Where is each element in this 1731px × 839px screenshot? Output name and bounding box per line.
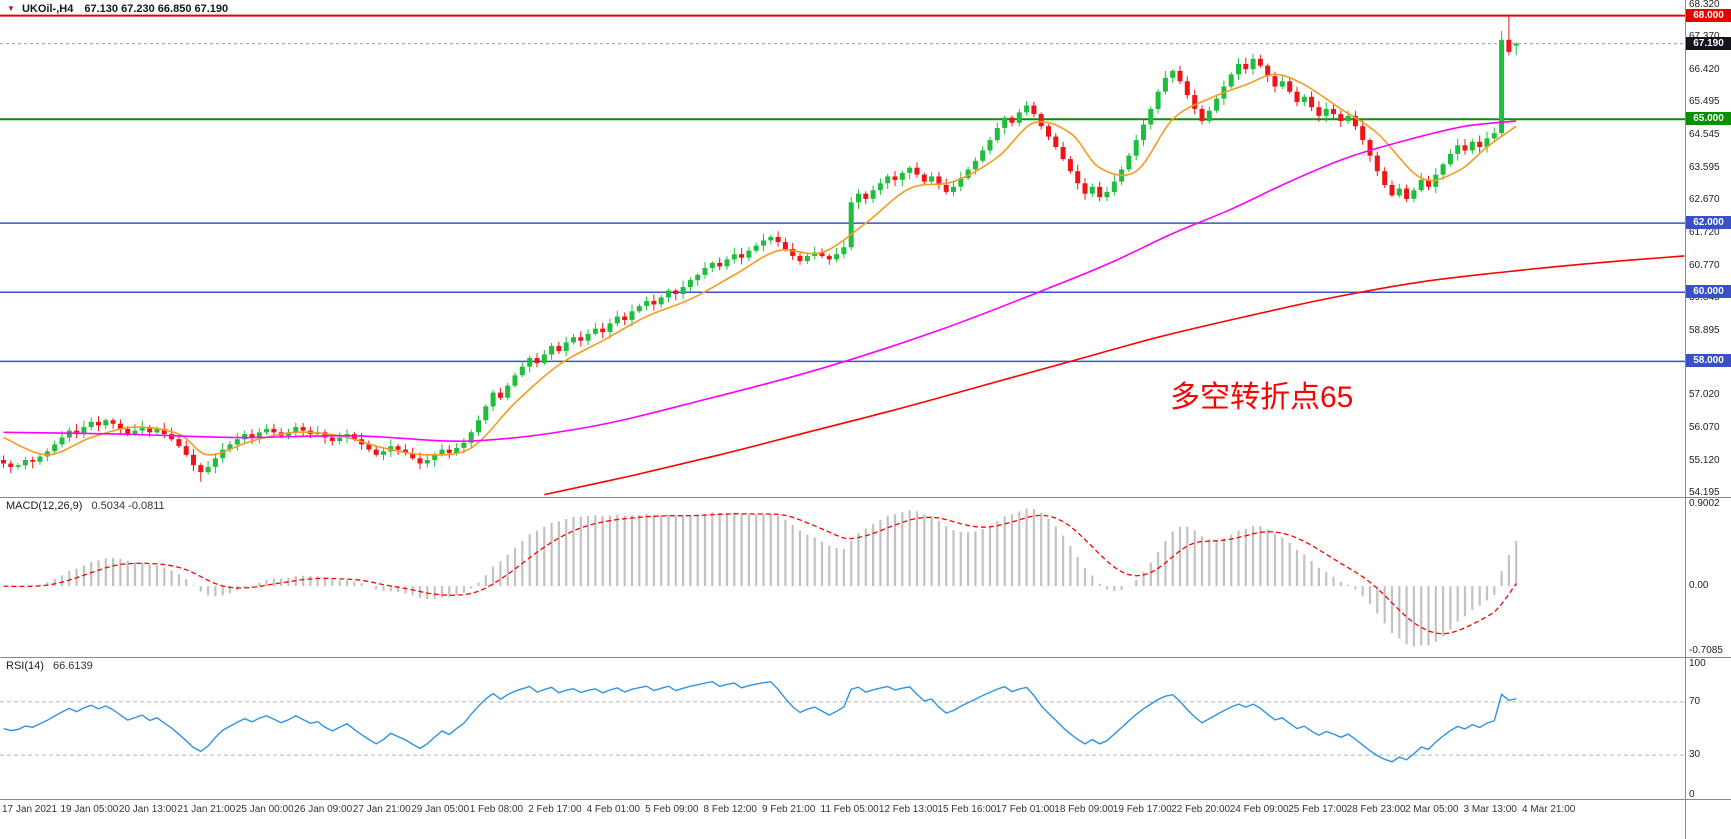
price-tick: 60.770 bbox=[1689, 259, 1720, 271]
macd-pane: MACD(12,26,9) 0.5034 -0.0811 bbox=[0, 498, 1685, 658]
time-label: 19 Feb 17:00 bbox=[1112, 804, 1172, 815]
price-tick: 63.595 bbox=[1689, 161, 1720, 173]
price-level-tag-60.000: 60.000 bbox=[1686, 285, 1731, 299]
macd-tick: -0.7085 bbox=[1689, 644, 1723, 656]
time-label: 20 Jan 13:00 bbox=[118, 804, 177, 815]
price-level-tag-65.000: 65.000 bbox=[1686, 112, 1731, 126]
price-tick: 56.070 bbox=[1689, 422, 1720, 434]
price-tick: 57.020 bbox=[1689, 389, 1720, 401]
value-axis-column: 68.32067.37066.42065.49564.54563.59562.6… bbox=[1685, 0, 1731, 839]
price-level-tag-58.000: 58.000 bbox=[1686, 354, 1731, 368]
rsi-tick: 30 bbox=[1689, 749, 1701, 761]
price-tick: 66.420 bbox=[1689, 64, 1720, 76]
axis-corner bbox=[1686, 800, 1731, 839]
time-label: 2 Feb 17:00 bbox=[528, 804, 582, 815]
ma-mid-magenta bbox=[3, 120, 1517, 443]
ma-slow-red bbox=[544, 255, 1685, 496]
time-label: 4 Mar 21:00 bbox=[1522, 804, 1576, 815]
macd-canvas[interactable] bbox=[0, 498, 1685, 657]
price-tick: 65.495 bbox=[1689, 96, 1720, 108]
time-label: 27 Jan 21:00 bbox=[352, 804, 411, 815]
price-tick: 55.120 bbox=[1689, 455, 1720, 466]
ohlc-values: 67.130 67.230 66.850 67.190 bbox=[84, 3, 229, 15]
time-label: 17 Jan 2021 bbox=[2, 804, 58, 815]
time-label: 24 Feb 09:00 bbox=[1229, 804, 1289, 815]
time-label: 25 Feb 17:00 bbox=[1288, 804, 1348, 815]
macd-values: 0.5034 -0.0811 bbox=[91, 500, 165, 512]
time-label: 22 Feb 20:00 bbox=[1171, 804, 1231, 815]
macd-tick: 0.00 bbox=[1689, 580, 1709, 592]
time-label: 21 Jan 21:00 bbox=[177, 804, 236, 815]
time-label: 1 Feb 08:00 bbox=[469, 804, 524, 815]
rsi-pane: RSI(14) 66.6139 bbox=[0, 658, 1685, 800]
time-label: 17 Feb 01:00 bbox=[995, 804, 1055, 815]
macd-pane-label: MACD(12,26,9) 0.5034 -0.0811 bbox=[6, 500, 165, 512]
macd-histogram bbox=[9, 508, 1518, 647]
price-tick: 54.195 bbox=[1689, 487, 1720, 498]
chart-column: ▼ UKOil-,H4 67.130 67.230 66.850 67.190 … bbox=[0, 0, 1685, 839]
annotation-text: 多空转折点65 bbox=[1170, 381, 1354, 414]
time-label: 2 Mar 05:00 bbox=[1405, 804, 1459, 815]
symbol-period-label: UKOil-,H4 bbox=[21, 3, 74, 15]
price-pane: ▼ UKOil-,H4 67.130 67.230 66.850 67.190 … bbox=[0, 0, 1685, 498]
macd-axis[interactable]: 0.9002 0.00 -0.7085 bbox=[1686, 498, 1731, 658]
price-tick: 58.895 bbox=[1689, 324, 1720, 336]
time-label: 15 Feb 16:00 bbox=[937, 804, 997, 815]
time-label: 26 Jan 09:00 bbox=[294, 804, 353, 815]
price-level-tag-62.000: 62.000 bbox=[1686, 216, 1731, 230]
time-label: 18 Feb 09:00 bbox=[1054, 804, 1114, 815]
rsi-value: 66.6139 bbox=[52, 660, 93, 672]
rsi-tick: 100 bbox=[1689, 658, 1706, 669]
price-level-tag-68.000: 68.000 bbox=[1686, 8, 1731, 22]
time-label: 4 Feb 01:00 bbox=[586, 804, 640, 815]
time-label: 19 Jan 05:00 bbox=[60, 804, 119, 815]
current-price-tag: 67.190 bbox=[1686, 36, 1731, 50]
time-label: 9 Feb 21:00 bbox=[762, 804, 816, 815]
time-axis[interactable]: 17 Jan 2021 19 Jan 05:00 20 Jan 13:00 21 Ja… bbox=[0, 800, 1685, 839]
time-label: 3 Mar 13:00 bbox=[1463, 804, 1517, 815]
time-label: 5 Feb 09:00 bbox=[645, 804, 699, 815]
rsi-pane-label: RSI(14) 66.6139 bbox=[6, 660, 93, 672]
symbol-info: ▼ UKOil-,H4 67.130 67.230 66.850 67.190 bbox=[7, 3, 228, 15]
price-tick: 61.720 bbox=[1689, 226, 1720, 238]
time-label: 29 Jan 05:00 bbox=[411, 804, 470, 815]
macd-signal-line bbox=[3, 513, 1517, 635]
time-label: 12 Feb 13:00 bbox=[878, 804, 938, 815]
price-tick: 68.320 bbox=[1689, 0, 1720, 10]
price-chart-canvas[interactable] bbox=[0, 0, 1685, 497]
macd-label: MACD(12,26,9) bbox=[6, 500, 83, 512]
macd-tick: 0.9002 bbox=[1689, 498, 1720, 510]
time-label: 25 Jan 00:00 bbox=[235, 804, 294, 815]
rsi-axis[interactable]: 100 70 30 0 bbox=[1686, 658, 1731, 800]
candles-group bbox=[1, 16, 1519, 482]
rsi-line bbox=[3, 680, 1517, 763]
time-label: 8 Feb 12:00 bbox=[703, 804, 757, 815]
rsi-label: RSI(14) bbox=[6, 660, 44, 672]
rsi-tick: 70 bbox=[1689, 695, 1701, 707]
rsi-canvas[interactable] bbox=[0, 658, 1685, 799]
time-label: 28 Feb 23:00 bbox=[1346, 804, 1406, 815]
price-tick: 62.670 bbox=[1689, 193, 1720, 205]
price-tick: 64.545 bbox=[1689, 129, 1720, 141]
quick-trade-icon[interactable]: ▼ bbox=[7, 4, 15, 13]
price-axis[interactable]: 68.32067.37066.42065.49564.54563.59562.6… bbox=[1686, 0, 1731, 498]
time-label: 11 Feb 05:00 bbox=[820, 804, 879, 815]
rsi-tick: 0 bbox=[1689, 789, 1695, 800]
